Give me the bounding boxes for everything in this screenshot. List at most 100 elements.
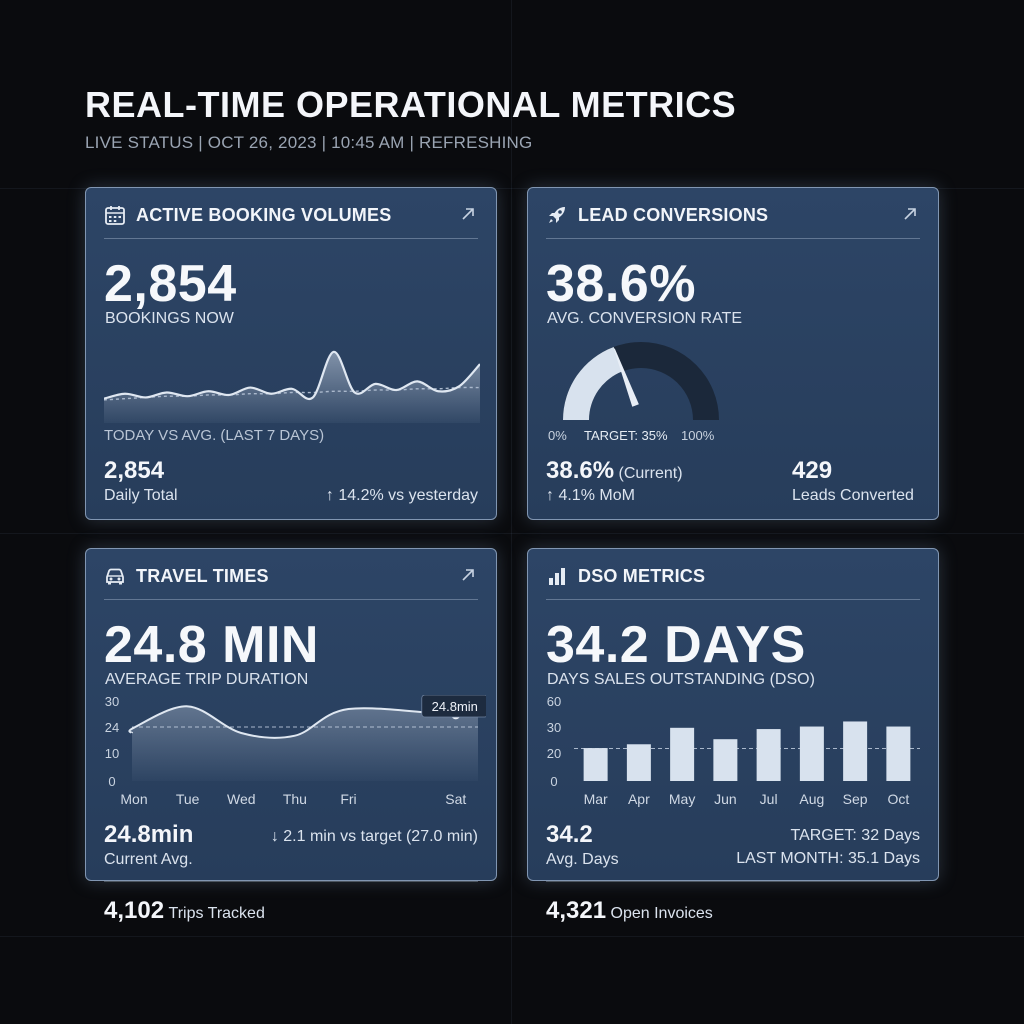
travel-value: 24.8 MIN bbox=[104, 616, 319, 674]
expand-arrow-icon[interactable] bbox=[460, 567, 476, 583]
dso-value-label: DAYS SALES OUTSTANDING (DSO) bbox=[547, 671, 815, 688]
leads-current-value: 38.6% bbox=[546, 457, 615, 484]
card-title: ACTIVE BOOKING VOLUMES bbox=[136, 205, 392, 225]
bar-chart-icon bbox=[549, 568, 565, 585]
bar bbox=[713, 739, 738, 781]
y-tick-label: 60 bbox=[547, 695, 561, 709]
travel-current-value: 24.8min bbox=[104, 821, 194, 848]
y-tick-label: 30 bbox=[547, 720, 561, 735]
gauge-max-label: 100% bbox=[681, 428, 715, 443]
x-tick-label: Mar bbox=[584, 791, 608, 807]
dso-invoices: 4,321 Open Invoices bbox=[546, 897, 713, 925]
bar bbox=[626, 744, 651, 781]
gauge-fill bbox=[563, 346, 623, 420]
leads-card[interactable]: LEAD CONVERSIONS 38.6% AVG. CONVERSION R… bbox=[527, 187, 939, 520]
today-line bbox=[104, 350, 480, 400]
avg-line bbox=[104, 386, 480, 401]
page-title: REAL-TIME OPERATIONAL METRICS bbox=[85, 84, 737, 125]
invoices-label: Open Invoices bbox=[610, 905, 713, 922]
travel-line-chart: 0 10 24 30 24.8min Mon Tue Wed Thu Fri Sat bbox=[105, 695, 486, 807]
dso-avg-label: Avg. Days bbox=[546, 851, 619, 868]
gauge-min-label: 0% bbox=[548, 428, 567, 443]
travel-current-label: Current Avg. bbox=[104, 851, 193, 868]
leads-value-label: AVG. CONVERSION RATE bbox=[547, 310, 742, 327]
grid-line bbox=[0, 936, 1024, 937]
dso-target: TARGET: 32 Days bbox=[790, 827, 920, 844]
y-tick-label: 24 bbox=[105, 720, 119, 735]
card-header: TRAVEL TIMES bbox=[104, 563, 478, 600]
leads-current-label: (Current) bbox=[618, 465, 683, 482]
x-tick-label: Mon bbox=[120, 791, 147, 807]
dso-bar-chart: 0 20 30 60 Mar Apr May Jun Jul Aug Sep Oct bbox=[547, 695, 920, 807]
trips-label: Trips Tracked bbox=[168, 905, 265, 922]
gauge-target-label: TARGET: 35% bbox=[584, 428, 668, 443]
grid-line bbox=[0, 188, 1024, 189]
x-tick-label: Jun bbox=[714, 791, 737, 807]
bookings-daily-value: 2,854 bbox=[104, 457, 165, 484]
leads-current: 38.6% (Current) bbox=[546, 457, 683, 485]
x-tick-label: Apr bbox=[628, 791, 650, 807]
leads-converted-label: Leads Converted bbox=[792, 487, 914, 504]
travel-trips: 4,102 Trips Tracked bbox=[104, 897, 265, 925]
card-header: LEAD CONVERSIONS bbox=[546, 202, 920, 239]
conversion-gauge bbox=[563, 342, 719, 420]
x-tick-label: Sat bbox=[445, 791, 466, 807]
divider bbox=[104, 881, 478, 882]
tooltip-box bbox=[421, 695, 486, 718]
expand-arrow-icon[interactable] bbox=[902, 206, 918, 222]
y-tick-label: 0 bbox=[108, 774, 115, 789]
dso-last-month: LAST MONTH: 35.1 Days bbox=[736, 850, 920, 867]
expand-arrow-icon[interactable] bbox=[460, 206, 476, 222]
x-tick-label: Thu bbox=[283, 791, 307, 807]
card-title: LEAD CONVERSIONS bbox=[578, 205, 769, 225]
bookings-daily-label: Daily Total bbox=[104, 487, 178, 504]
car-icon bbox=[106, 568, 124, 585]
bookings-area bbox=[104, 351, 480, 423]
leads-value: 38.6% bbox=[546, 255, 696, 313]
bar bbox=[756, 729, 781, 781]
bookings-change: ↑ 14.2% vs yesterday bbox=[325, 487, 478, 504]
bar bbox=[843, 721, 868, 781]
travel-value-label: AVERAGE TRIP DURATION bbox=[105, 671, 309, 688]
divider bbox=[546, 881, 920, 882]
dso-avg-value: 34.2 bbox=[546, 821, 593, 848]
bookings-area-chart bbox=[104, 350, 480, 423]
calendar-icon bbox=[105, 206, 125, 225]
x-tick-label: Wed bbox=[227, 791, 256, 807]
dso-card[interactable]: DSO METRICS 34.2 DAYS DAYS SALES OUTSTAN… bbox=[527, 548, 939, 924]
tooltip-label: 24.8min bbox=[432, 699, 478, 714]
x-tick-label: Aug bbox=[799, 791, 824, 807]
x-tick-label: Sep bbox=[843, 791, 868, 807]
leads-converted-value: 429 bbox=[792, 457, 833, 484]
leads-change: ↑ 4.1% MoM bbox=[546, 487, 635, 504]
travel-change: ↓ 2.1 min vs target (27.0 min) bbox=[270, 828, 478, 845]
grid-line bbox=[0, 533, 1024, 534]
bookings-value-label: BOOKINGS NOW bbox=[105, 310, 234, 327]
y-tick-label: 10 bbox=[105, 746, 119, 761]
gauge-needle bbox=[613, 348, 639, 407]
bookings-card[interactable]: ACTIVE BOOKING VOLUMES 2,854 BOOKINGS NO… bbox=[85, 187, 497, 520]
travel-card[interactable]: TRAVEL TIMES 24.8 MIN AVERAGE TRIP DURAT… bbox=[85, 548, 497, 924]
x-tick-label: Oct bbox=[887, 791, 909, 807]
bar bbox=[583, 748, 608, 781]
travel-area bbox=[129, 706, 478, 781]
card-header: DSO METRICS bbox=[546, 563, 920, 600]
bookings-compare-label: TODAY VS AVG. (LAST 7 DAYS) bbox=[104, 427, 325, 444]
bar bbox=[886, 726, 911, 781]
dso-value: 34.2 DAYS bbox=[546, 616, 806, 674]
y-tick-label: 30 bbox=[105, 695, 119, 709]
card-header: ACTIVE BOOKING VOLUMES bbox=[104, 202, 478, 239]
x-tick-label: Tue bbox=[176, 791, 200, 807]
y-tick-label: 20 bbox=[547, 746, 561, 761]
card-title: DSO METRICS bbox=[578, 566, 706, 586]
y-tick-label: 0 bbox=[550, 774, 557, 789]
page-subtitle: LIVE STATUS | OCT 26, 2023 | 10:45 AM | … bbox=[85, 133, 533, 152]
grid-line bbox=[511, 0, 512, 1024]
bar bbox=[670, 727, 695, 781]
card-title: TRAVEL TIMES bbox=[136, 566, 269, 586]
x-tick-label: Fri bbox=[340, 791, 356, 807]
invoices-value: 4,321 bbox=[546, 897, 607, 924]
bookings-value: 2,854 bbox=[104, 255, 237, 313]
rocket-icon bbox=[549, 207, 565, 223]
x-tick-label: Jul bbox=[760, 791, 778, 807]
